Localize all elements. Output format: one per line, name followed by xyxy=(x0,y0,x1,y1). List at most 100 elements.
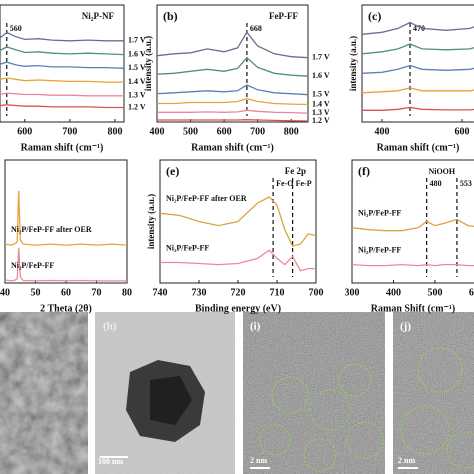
x-tick-label: 70 xyxy=(92,287,102,298)
panel-title: Ni₂P-NF xyxy=(82,11,115,21)
x-axis-label: Binding energy (eV) xyxy=(195,303,281,314)
series-label: Ni₂P/FeP-FF xyxy=(358,245,401,254)
series-line xyxy=(361,21,474,35)
x-tick-label: 720 xyxy=(231,287,246,298)
series-label: 1.2 V xyxy=(128,102,146,111)
peak-label: 668 xyxy=(250,24,262,33)
series-label: 1.4 V xyxy=(128,77,146,86)
panel-label: (j) xyxy=(400,321,411,333)
x-tick-label: 300 xyxy=(345,287,360,298)
series-line xyxy=(0,46,125,56)
series-label: Ni₂P/FeP-FF xyxy=(166,243,209,252)
x-tick-label: 60 xyxy=(61,287,71,298)
series-line xyxy=(157,97,309,106)
series-label: 1.7 V xyxy=(128,36,146,45)
series-line xyxy=(361,64,474,74)
peak-label: 480 xyxy=(430,179,442,188)
series-line xyxy=(4,190,128,246)
scale-bar-label: 2 nm xyxy=(398,456,415,465)
x-tick-label: 740 xyxy=(153,287,168,298)
scale-bar-label: 2 nm xyxy=(250,456,267,465)
sem-image xyxy=(0,312,88,474)
series-line xyxy=(4,248,127,282)
series-line xyxy=(0,92,124,97)
series-line xyxy=(0,77,124,83)
series-line xyxy=(160,249,316,272)
series-label: 1.5 V xyxy=(128,63,146,72)
x-tick-label: 500 xyxy=(183,126,198,137)
series-line xyxy=(361,43,474,55)
series-line xyxy=(351,263,474,267)
panel-label: (b) xyxy=(163,9,178,23)
x-tick-label: 400 xyxy=(150,126,165,137)
peak-label: Fe-P xyxy=(296,179,312,188)
x-axis-label: Raman shift (cm⁻¹) xyxy=(191,142,274,153)
x-tick-label: 600 xyxy=(217,126,232,137)
x-tick-label: 40 xyxy=(0,287,10,298)
plot-frame xyxy=(351,159,474,284)
series-label: 1.6 V xyxy=(128,49,146,58)
series-label: 1.7 V xyxy=(312,52,330,61)
scale-bar-label: 100 nm xyxy=(98,457,123,466)
panel-label: (f) xyxy=(358,164,370,178)
series-line xyxy=(159,196,317,247)
x-tick-label: 800 xyxy=(284,126,299,137)
y-axis-label: intensity (a.u.) xyxy=(348,36,358,91)
x-tick-label: 700 xyxy=(62,126,77,137)
series-line xyxy=(0,104,124,109)
series-line xyxy=(157,109,309,114)
panel-title: FeP-FF xyxy=(269,11,298,21)
series-label: 1.5 V xyxy=(312,90,330,99)
x-tick-label: 400 xyxy=(386,287,401,298)
x-tick-label: 600 xyxy=(17,126,32,137)
plot-frame xyxy=(156,4,309,123)
x-axis-label: 2 Theta (2θ) xyxy=(40,303,92,314)
tem-image-h xyxy=(95,312,235,474)
y-axis-label: intensity (a.u.) xyxy=(143,36,153,91)
panel-label: (c) xyxy=(368,9,381,23)
series-group xyxy=(361,21,474,111)
x-tick-label: 730 xyxy=(192,287,207,298)
series-line xyxy=(157,119,309,122)
panel-label: (i) xyxy=(250,321,261,333)
series-label: 1.6 V xyxy=(312,71,330,80)
x-tick-label: 800 xyxy=(107,126,122,137)
x-axis-label: Raman Shift (cm⁻¹) xyxy=(371,303,455,314)
series-line xyxy=(156,56,309,77)
hrtem-image-j xyxy=(393,312,474,474)
x-tick-label: 80 xyxy=(122,287,132,298)
panel-label: (h) xyxy=(103,321,117,333)
series-label: 1.3 V xyxy=(312,108,330,117)
series-group xyxy=(4,190,128,282)
series-line xyxy=(361,87,474,94)
x-axis-label: Raman shift (cm⁻¹) xyxy=(377,142,460,153)
x-axis-label: Raman shift (cm⁻¹) xyxy=(21,142,104,153)
series-group xyxy=(156,31,309,122)
panel-title: Fe 2p xyxy=(285,166,306,176)
series-label: 1.4 V xyxy=(312,99,330,108)
series-label: Ni₂P/FeP-FF after OER xyxy=(166,194,247,203)
series-line xyxy=(156,31,309,59)
peak-label: Fe-O xyxy=(276,179,293,188)
series-line xyxy=(351,218,474,232)
x-tick-label: 50 xyxy=(31,287,41,298)
peak-group-label: NiOOH xyxy=(428,167,455,176)
x-tick-label: 710 xyxy=(270,287,285,298)
panel-label: (e) xyxy=(166,164,179,178)
plot-frame xyxy=(361,4,474,123)
x-tick-label: 600 xyxy=(455,126,470,137)
peak-label: 470 xyxy=(413,24,425,33)
peak-label: 560 xyxy=(10,24,22,33)
series-label: Ni₂P/FeP-FF xyxy=(11,261,54,270)
x-tick-label: 500 xyxy=(427,287,442,298)
x-tick-label: 400 xyxy=(375,126,390,137)
x-tick-label: 700 xyxy=(309,287,324,298)
series-line xyxy=(156,84,309,96)
series-line xyxy=(362,106,474,111)
x-tick-label: 600 xyxy=(469,287,474,298)
y-axis-label: intensity (a.u.) xyxy=(146,194,156,249)
series-line xyxy=(0,61,125,69)
series-label: 1.2 V xyxy=(312,116,330,125)
x-tick-label: 700 xyxy=(250,126,265,137)
